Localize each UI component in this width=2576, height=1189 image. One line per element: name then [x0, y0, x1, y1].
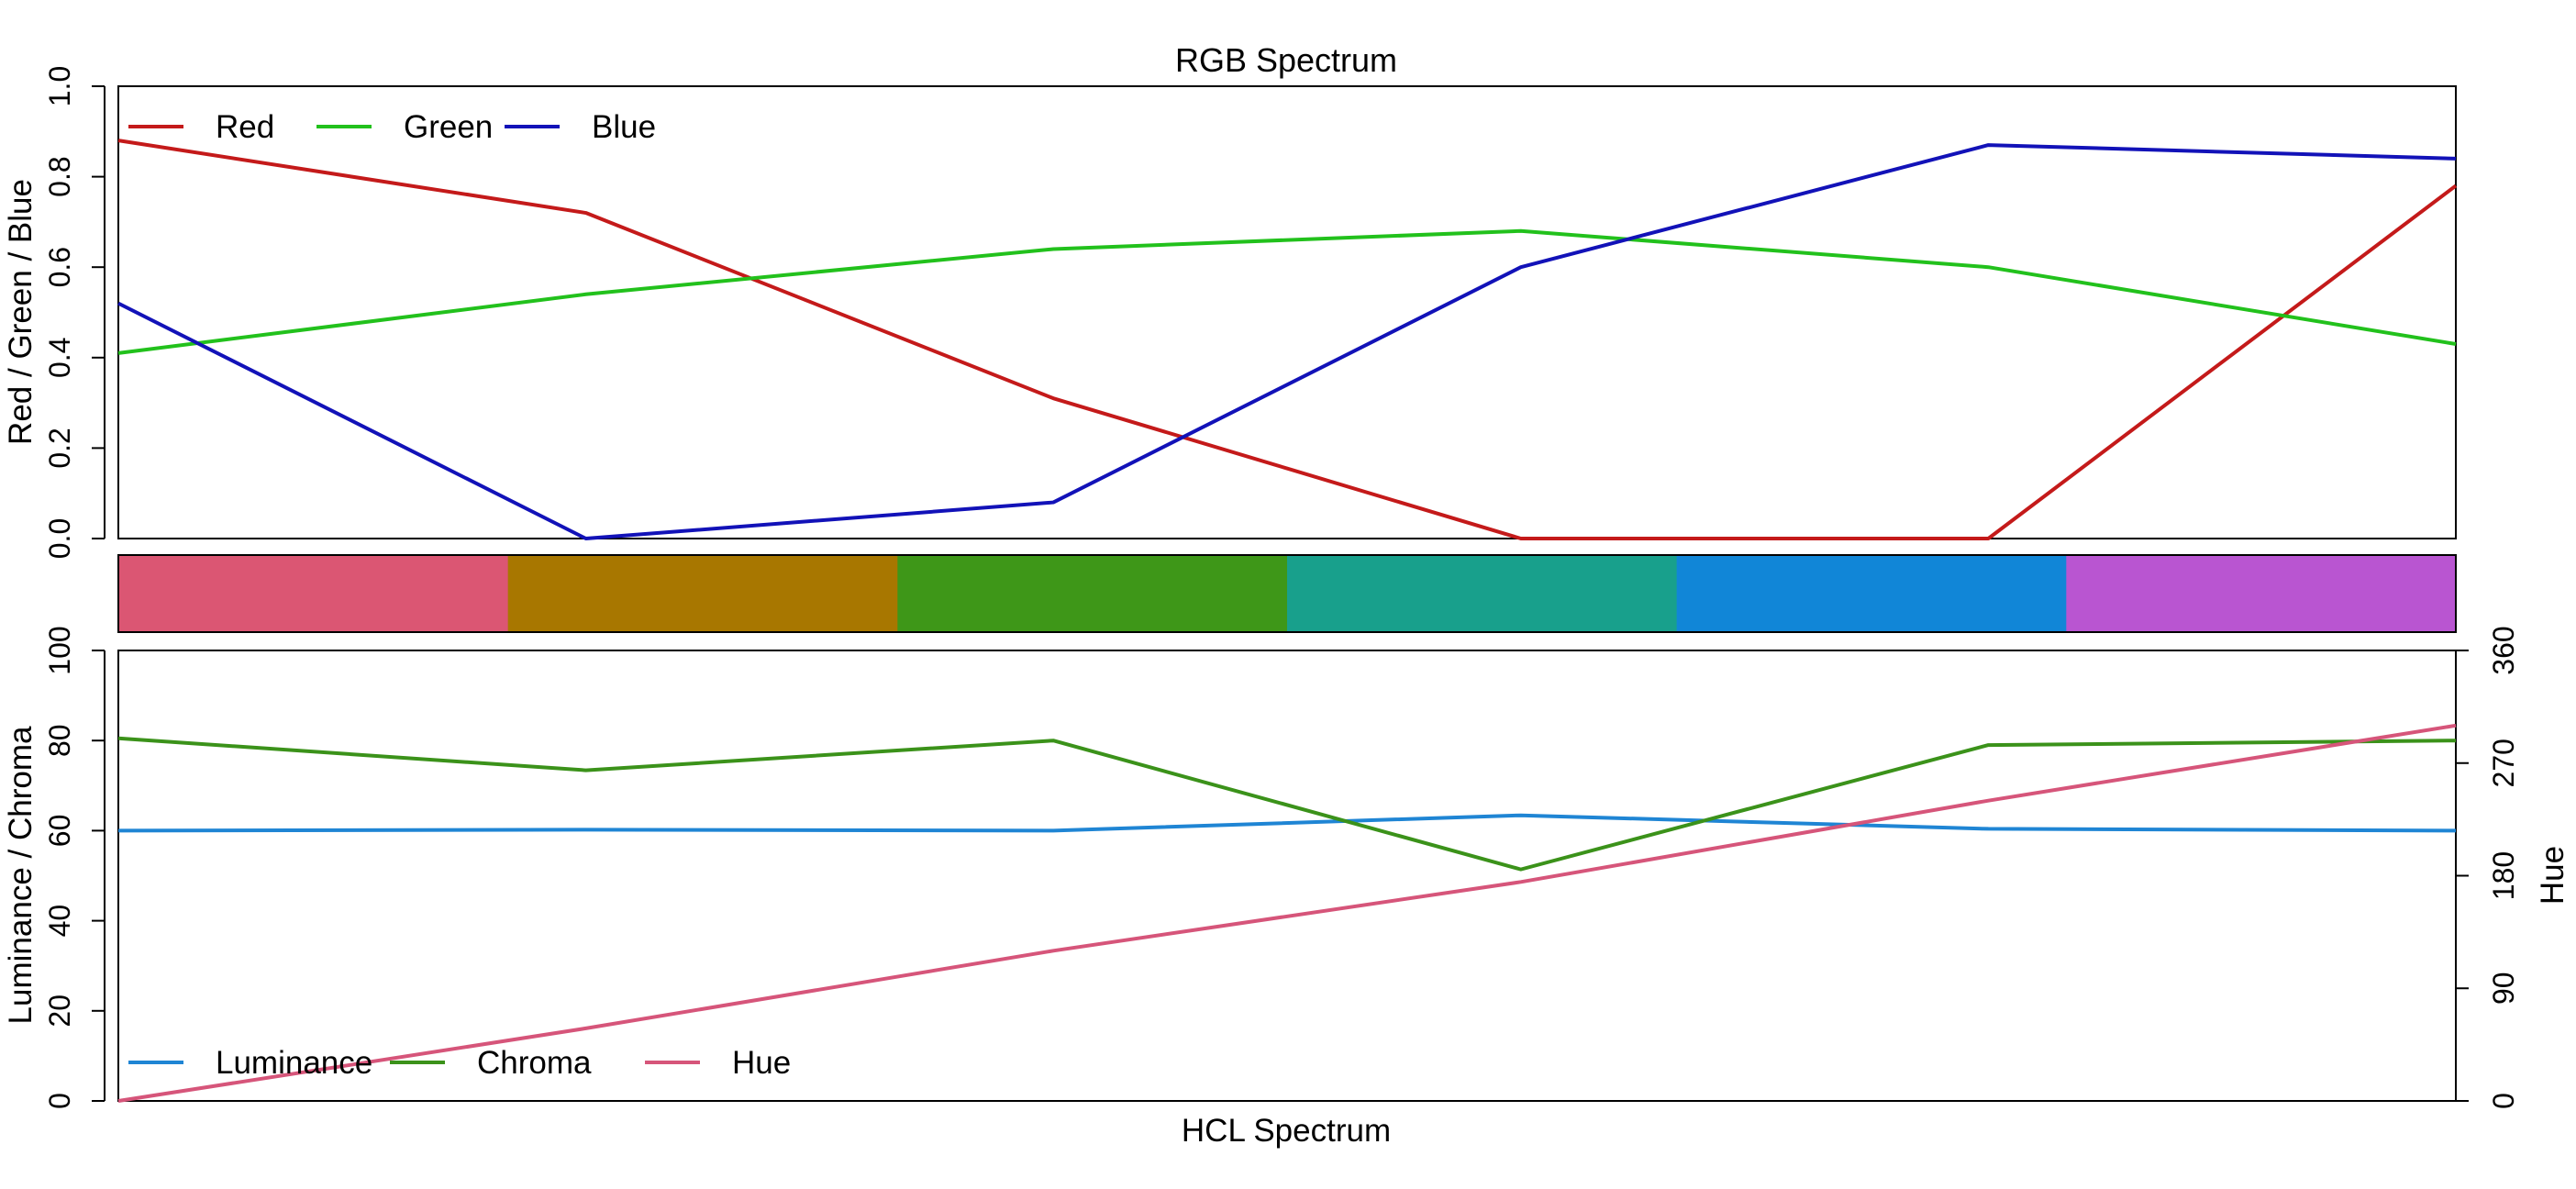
rgb-y-tick-label: 0.4 — [43, 338, 76, 378]
swatch-group — [118, 555, 2457, 632]
rgb-series-green-line — [117, 228, 2457, 355]
rgb-legend: Red Green Blue — [128, 109, 656, 145]
swatch-strip — [117, 554, 2457, 633]
rgb-series-red-line — [117, 139, 2458, 540]
rgb-series-blue-line — [117, 143, 2457, 540]
hcl-y-tick-label-right: 90 — [2487, 972, 2520, 1005]
hcl-legend: Luminance Chroma Hue — [128, 1045, 791, 1081]
hcl-y-tick-label-right: 360 — [2487, 626, 2520, 674]
rgb-y-tick-label: 0.0 — [43, 518, 76, 559]
hcl-series-hue-line — [117, 723, 2457, 1103]
rgb-legend-blue-label: Blue — [592, 109, 656, 145]
rgb-y-tick-label: 1.0 — [43, 66, 76, 106]
hcl-y-tick-label-left: 20 — [43, 995, 76, 1028]
hcl-y-axis-label-right: Hue — [2535, 846, 2570, 905]
color-swatch — [897, 555, 1288, 632]
hcl-y-ticks-right: 0 90 180 270 360 — [2456, 626, 2520, 1109]
hcl-y-tick-label-left: 40 — [43, 905, 76, 938]
color-swatch — [1287, 555, 1678, 632]
hcl-y-ticks-left: 0 20 40 60 80 100 — [43, 626, 105, 1109]
hcl-x-axis-label: HCL Spectrum — [1182, 1113, 1391, 1149]
hcl-plot-frame — [117, 650, 2457, 1102]
hcl-legend-luminance-label: Luminance — [216, 1045, 372, 1081]
hcl-series-group — [117, 723, 2457, 1103]
rgb-y-tick-label: 0.6 — [43, 247, 76, 287]
rgb-series-group — [117, 139, 2458, 540]
swatch-frame — [117, 554, 2457, 633]
hcl-y-tick-label-right: 270 — [2487, 739, 2520, 787]
rgb-title: RGB Spectrum — [1175, 41, 1397, 79]
hcl-y-tick-label-left: 0 — [43, 1093, 76, 1109]
hcl-panel: 0 20 40 60 80 100 0 90 180 270 360 Luminance / Ch… — [3, 626, 2570, 1149]
rgb-y-ticks: 0.0 0.2 0.4 0.6 0.8 1.0 — [43, 66, 105, 559]
hcl-y-tick-label-left: 80 — [43, 724, 76, 757]
hcl-series-luminance-line — [117, 813, 2457, 833]
hcl-y-tick-label-right: 180 — [2487, 851, 2520, 900]
hcl-y-tick-label-right: 0 — [2487, 1093, 2520, 1109]
color-swatch — [118, 555, 509, 632]
rgb-plot-frame — [117, 85, 2457, 539]
hcl-y-tick-label-left: 60 — [43, 815, 76, 848]
hcl-y-axis-label: Luminance / Chroma — [3, 726, 39, 1024]
rgb-panel: RGB Spectrum 0.0 0.2 0.4 0.6 0.8 1.0 Red / Gr… — [3, 41, 2458, 559]
rgb-legend-green-label: Green — [404, 109, 493, 145]
rgb-legend-red-label: Red — [216, 109, 274, 145]
rgb-y-tick-label: 0.2 — [43, 428, 76, 468]
rgb-y-tick-label: 0.8 — [43, 156, 76, 196]
hcl-legend-hue-label: Hue — [732, 1045, 791, 1081]
hcl-legend-chroma-label: Chroma — [477, 1045, 592, 1081]
rgb-y-axis-label: Red / Green / Blue — [3, 179, 39, 445]
color-swatch — [1676, 555, 2067, 632]
color-swatch — [507, 555, 898, 632]
color-swatch — [2066, 555, 2457, 632]
hcl-series-chroma-line — [117, 736, 2457, 872]
hcl-y-tick-label-left: 100 — [43, 626, 76, 674]
